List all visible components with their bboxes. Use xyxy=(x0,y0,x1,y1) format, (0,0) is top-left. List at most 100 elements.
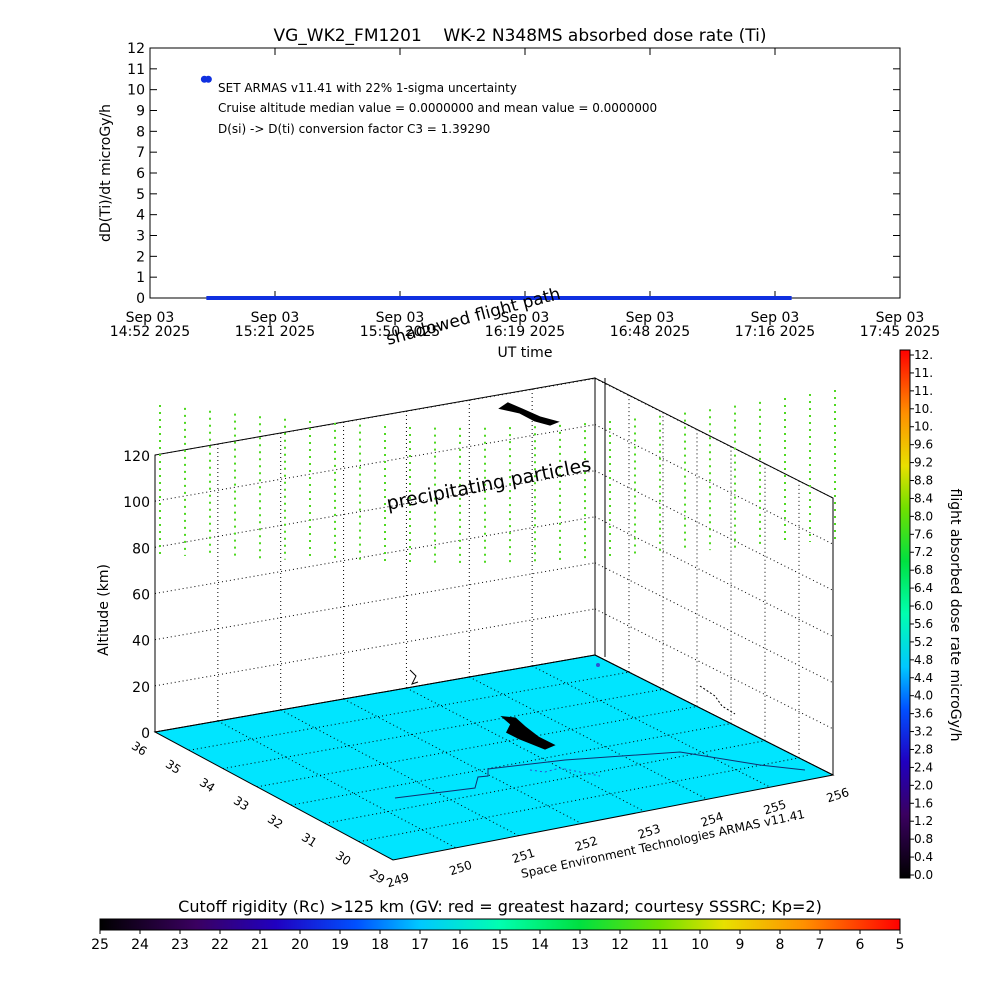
shadowed-flight-path xyxy=(498,402,560,426)
latitude-tick-label: 31 xyxy=(299,830,319,850)
latitude-tick-label: 33 xyxy=(231,793,251,813)
dose-rate-colorbar-tick-label: 11. xyxy=(914,366,933,380)
x-tick-label-date: Sep 03 xyxy=(626,310,675,326)
altitude-tick-label: 0 xyxy=(141,726,150,742)
x-tick-label-time: 14:52 2025 xyxy=(110,324,190,340)
floor-grid-lat xyxy=(290,723,732,806)
floor-grid-lon xyxy=(343,698,582,825)
rigidity-colorbar-tick-label: 14 xyxy=(531,937,549,953)
altitude-grid-back xyxy=(594,608,834,730)
altitude-grid-back xyxy=(594,378,834,499)
floor-marker xyxy=(596,663,600,667)
dose-rate-colorbar-tick-label: 5.6 xyxy=(914,617,933,631)
longitude-tick-label: 256 xyxy=(825,785,851,805)
x-tick-label-time: 16:48 2025 xyxy=(610,324,690,340)
dose-rate-colorbar-tick-label: 10. xyxy=(914,420,933,434)
altitude-grid-left xyxy=(154,608,596,687)
dose-rate-colorbar-tick-label: 7.2 xyxy=(914,545,933,559)
dose-rate-colorbar-tick-label: 9.6 xyxy=(914,438,933,452)
x-tick-label-date: Sep 03 xyxy=(376,310,425,326)
longitude-tick-label: 252 xyxy=(573,834,599,854)
rigidity-colorbar-tick-label: 19 xyxy=(331,937,349,953)
dose-rate-colorbar-tick-label: 6.0 xyxy=(914,599,933,613)
dose-rate-colorbar-tick-label: 6.4 xyxy=(914,581,933,595)
floor-grid-lon xyxy=(469,676,708,800)
rigidity-colorbar-tick-label: 16 xyxy=(451,937,469,953)
dose-rate-colorbar-label: flight absorbed dose rate microGy/h xyxy=(947,489,963,742)
x-tick-label-date: Sep 03 xyxy=(126,310,175,326)
altitude-tick-label: 120 xyxy=(123,449,150,465)
y-tick-label: 9 xyxy=(136,104,145,120)
latitude-tick-label: 29 xyxy=(367,867,387,887)
y-tick-label: 8 xyxy=(136,124,145,140)
annotation-cruise: Cruise altitude median value = 0.0000000… xyxy=(218,101,657,115)
annotation-conversion: D(si) -> D(ti) conversion factor C3 = 1.… xyxy=(218,122,490,136)
longitude-tick-label: 249 xyxy=(385,870,411,890)
rigidity-colorbar-ticks: 25 24 23 22 21 20 19 18 17 16 15 14 13 12 11 10 9 8 7 6 5 xyxy=(91,930,904,953)
rigidity-colorbar-tick-label: 11 xyxy=(651,937,669,953)
rigidity-colorbar xyxy=(99,918,901,931)
small-mark xyxy=(699,685,736,715)
rigidity-colorbar-tick-label: 20 xyxy=(291,937,309,953)
altitude-tick-label: 60 xyxy=(132,588,150,604)
rigidity-colorbar-tick-label: 17 xyxy=(411,937,429,953)
altitude-tick-label: 100 xyxy=(123,495,150,511)
floor-grid-lat xyxy=(188,671,630,751)
longitude-tick-label: 253 xyxy=(636,821,662,841)
dose-rate-colorbar-tick-label: 8.8 xyxy=(914,474,933,488)
dose-rate-colorbar-ticks: 0.0 0.4 0.8 1.2 1.6 2.0 2.4 2.8 3.2 3.6 4.0 4.4 4.8 5… xyxy=(910,348,933,882)
rigidity-colorbar-tick-label: 12 xyxy=(611,937,629,953)
longitude-tick-label: 255 xyxy=(762,797,788,817)
rigidity-colorbar-tick-label: 10 xyxy=(691,937,709,953)
rigidity-colorbar-tick-label: 22 xyxy=(211,937,229,953)
dose-rate-colorbar-tick-label: 7.6 xyxy=(914,527,933,541)
dose-rate-colorbar-tick-label: 2.0 xyxy=(914,778,933,792)
rigidity-colorbar-tick-label: 9 xyxy=(736,937,745,953)
x-tick-label-date: Sep 03 xyxy=(251,310,300,326)
dose-rate-series xyxy=(200,75,792,300)
dose-rate-colorbar-tick-label: 8.0 xyxy=(914,509,933,523)
latitude-tick-label: 34 xyxy=(197,775,217,795)
z-axis-label: Altitude (km) xyxy=(96,564,112,656)
y-tick-label: 1 xyxy=(136,270,145,286)
altitude-grid-back xyxy=(594,470,834,591)
rigidity-colorbar-tick-label: 15 xyxy=(491,937,509,953)
rigidity-colorbar-tick-label: 5 xyxy=(896,937,905,953)
dose-rate-colorbar-tick-label: 4.8 xyxy=(914,653,933,667)
dose-rate-point xyxy=(204,75,212,83)
annotations: SET ARMAS v11.41 with 22% 1-sigma uncert… xyxy=(218,81,657,136)
rigidity-colorbar-tick-label: 13 xyxy=(571,937,589,953)
altitude-grid-left xyxy=(154,378,596,456)
dose-rate-colorbar-tick-label: 2.4 xyxy=(914,760,933,774)
chart-title: VG_WK2_FM1201 WK-2 N348MS absorbed dose … xyxy=(273,26,766,46)
rigidity-colorbar-tick-label: 8 xyxy=(776,937,785,953)
altitude-grid-left xyxy=(154,516,596,594)
y-tick-label: 7 xyxy=(136,145,145,161)
altitude-grid-left xyxy=(154,562,596,641)
dose-rate-colorbar-tick-label: 2.8 xyxy=(914,742,933,756)
x-axis-label: UT time xyxy=(498,345,553,361)
altitude-tick-label: 80 xyxy=(132,541,150,557)
altitude-grid-left xyxy=(154,654,596,733)
altitude-grid-left xyxy=(154,470,596,548)
annotation-uncertainty: SET ARMAS v11.41 with 22% 1-sigma uncert… xyxy=(218,81,517,95)
y-tick-label: 12 xyxy=(127,41,145,57)
floor-grid-lon xyxy=(280,709,519,837)
floor-grid-lon xyxy=(217,720,457,849)
altitude-grid-back xyxy=(594,424,834,545)
dose-rate-colorbar-tick-label: 0.8 xyxy=(914,832,933,846)
dose-rate-colorbar-tick-label: 8.4 xyxy=(914,491,933,505)
latitude-tick-label: 36 xyxy=(129,739,149,759)
floor-trace xyxy=(529,767,601,777)
x-tick-label-date: Sep 03 xyxy=(876,310,925,326)
dose-rate-colorbar-tick-label: 12. xyxy=(914,348,933,362)
x-tick-label-time: 17:16 2025 xyxy=(735,324,815,340)
back-wall-frame xyxy=(594,377,834,776)
altitude-tick-label: 40 xyxy=(132,634,150,650)
dose-rate-colorbar-tick-label: 10. xyxy=(914,402,933,416)
x-tick-label-date: Sep 03 xyxy=(501,310,550,326)
longitude-tick-label: 254 xyxy=(699,809,725,829)
dose-rate-colorbar-tick-label: 4.0 xyxy=(914,689,933,703)
